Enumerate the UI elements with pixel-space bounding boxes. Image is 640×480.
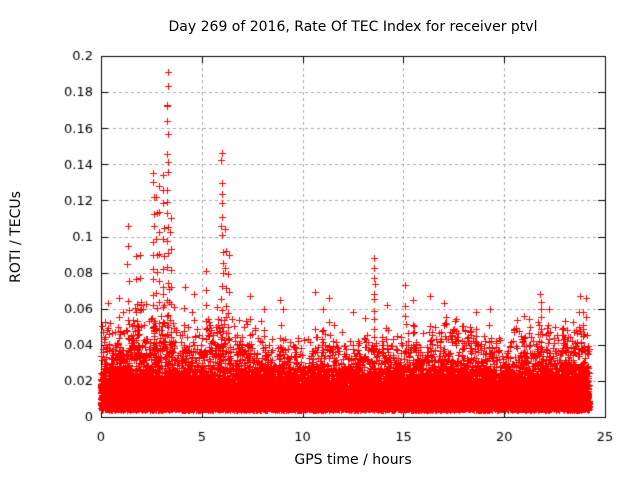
y-axis-label: ROTI / TECUs	[8, 191, 24, 283]
x-axis-label: GPS time / hours	[294, 452, 412, 468]
chart-title: Day 269 of 2016, Rate Of TEC Index for r…	[168, 19, 538, 35]
